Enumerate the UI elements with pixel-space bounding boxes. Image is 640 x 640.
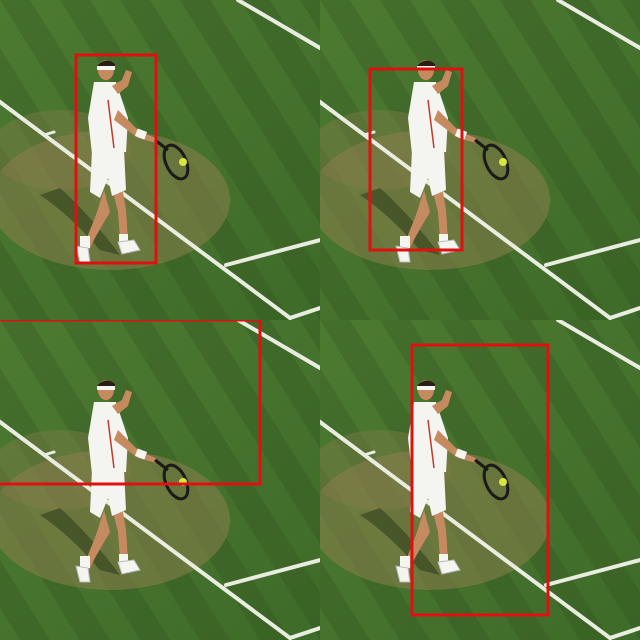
tennis-scene — [320, 0, 640, 320]
court-lines — [0, 0, 320, 320]
player-shirt — [88, 82, 128, 154]
tennis-player — [40, 380, 190, 583]
racket-head — [162, 143, 190, 181]
court-lines — [0, 320, 320, 640]
player-wristband — [454, 448, 468, 460]
player-headband — [97, 66, 115, 70]
player-headband — [417, 386, 435, 390]
player-wristband — [134, 448, 148, 460]
shirt-red-trim — [427, 419, 435, 469]
player-free-arm — [432, 70, 452, 94]
shirt-red-trim — [107, 99, 115, 149]
panel-top-left — [0, 0, 320, 320]
player-shoe-right — [437, 559, 461, 575]
detection-box-1 — [74, 53, 158, 265]
worn-grass-patch — [320, 450, 550, 590]
player-shadow — [40, 508, 120, 575]
player-shorts — [90, 470, 126, 518]
shirt-red-trim — [107, 419, 115, 469]
player-shadow — [360, 508, 440, 575]
player-headband — [97, 386, 115, 390]
court-lines — [320, 320, 640, 640]
player-shoe-left — [395, 565, 411, 583]
tennis-scene — [0, 0, 320, 320]
player-free-arm — [112, 390, 132, 414]
player-sock-left — [400, 236, 410, 248]
player-shorts — [90, 150, 126, 198]
player-shirt — [408, 82, 448, 154]
player-shoe-right — [117, 559, 141, 575]
player-right-leg — [112, 186, 128, 240]
player-right-leg — [432, 506, 448, 560]
tennis-player — [40, 60, 190, 263]
player-sock-right — [119, 234, 128, 244]
detection-box-3 — [0, 320, 262, 486]
player-shorts — [410, 470, 446, 518]
player-wristband — [134, 128, 148, 140]
detection-box-2 — [368, 67, 464, 252]
player-sock-right — [119, 554, 128, 564]
player-shorts — [410, 150, 446, 198]
player-shadow — [360, 188, 440, 255]
detection-box-4 — [410, 343, 550, 617]
player-sock-right — [439, 554, 448, 564]
worn-grass-patch — [320, 130, 550, 270]
tennis-ball — [499, 478, 507, 486]
player-shoe-right — [117, 239, 141, 255]
player-free-arm — [112, 70, 132, 94]
player-right-leg — [432, 186, 448, 240]
worn-grass-patch — [0, 130, 230, 270]
tennis-player — [360, 380, 510, 583]
tennis-player — [360, 60, 510, 263]
shirt-red-trim — [427, 99, 435, 149]
racket-head — [482, 463, 510, 501]
player-sock-left — [80, 236, 90, 248]
player-shoe-left — [75, 565, 91, 583]
tennis-scene — [0, 320, 320, 640]
racket-head — [482, 143, 510, 181]
player-shirt — [408, 402, 448, 474]
court-lines — [320, 0, 640, 320]
panel-bottom-right — [320, 320, 640, 640]
panel-top-right — [320, 0, 640, 320]
player-sock-left — [80, 556, 90, 568]
player-shirt — [88, 402, 128, 474]
player-right-leg — [112, 506, 128, 560]
player-free-arm — [432, 390, 452, 414]
racket-head — [162, 463, 190, 501]
player-shadow — [40, 188, 120, 255]
player-sock-left — [400, 556, 410, 568]
tennis-ball — [499, 158, 507, 166]
tennis-ball — [179, 158, 187, 166]
player-sock-right — [439, 234, 448, 244]
tennis-scene — [320, 320, 640, 640]
panel-bottom-left — [0, 320, 320, 640]
